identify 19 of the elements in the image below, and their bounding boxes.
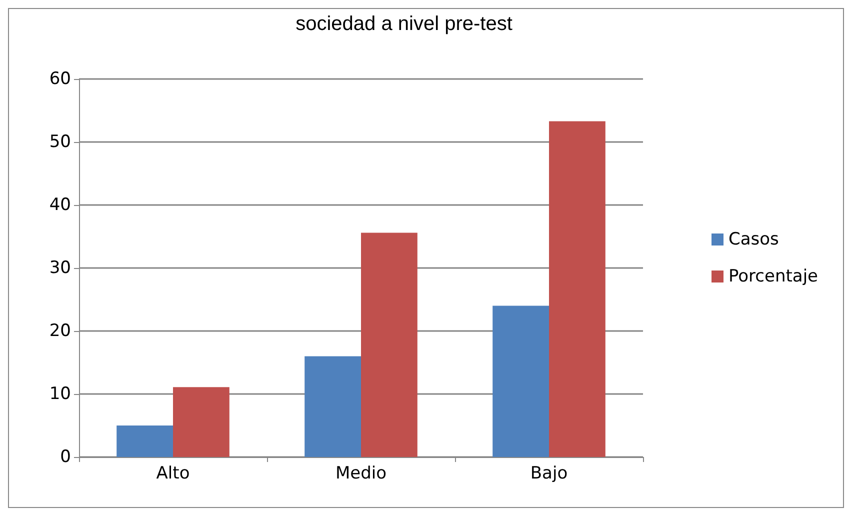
bar [304,356,361,457]
bar [492,306,549,457]
chart-title: sociedad a nivel pre-test [296,13,513,35]
x-tick-label: Medio [335,464,387,484]
x-tick-label: Bajo [530,464,568,484]
legend-label: Porcentaje [728,266,818,286]
y-tick-label: 20 [49,321,71,341]
y-tick-label: 40 [49,195,71,215]
y-tick-label: 50 [49,132,71,152]
y-tick-label: 30 [49,258,71,278]
y-tick-label: 60 [49,69,71,89]
y-tick-label: 10 [49,384,71,404]
bar [549,121,606,457]
x-tick-label: Alto [156,464,190,484]
legend-label: Casos [728,230,780,250]
bar [173,387,230,457]
bar [116,426,173,457]
bar [361,232,418,457]
y-tick-label: 0 [60,447,71,467]
